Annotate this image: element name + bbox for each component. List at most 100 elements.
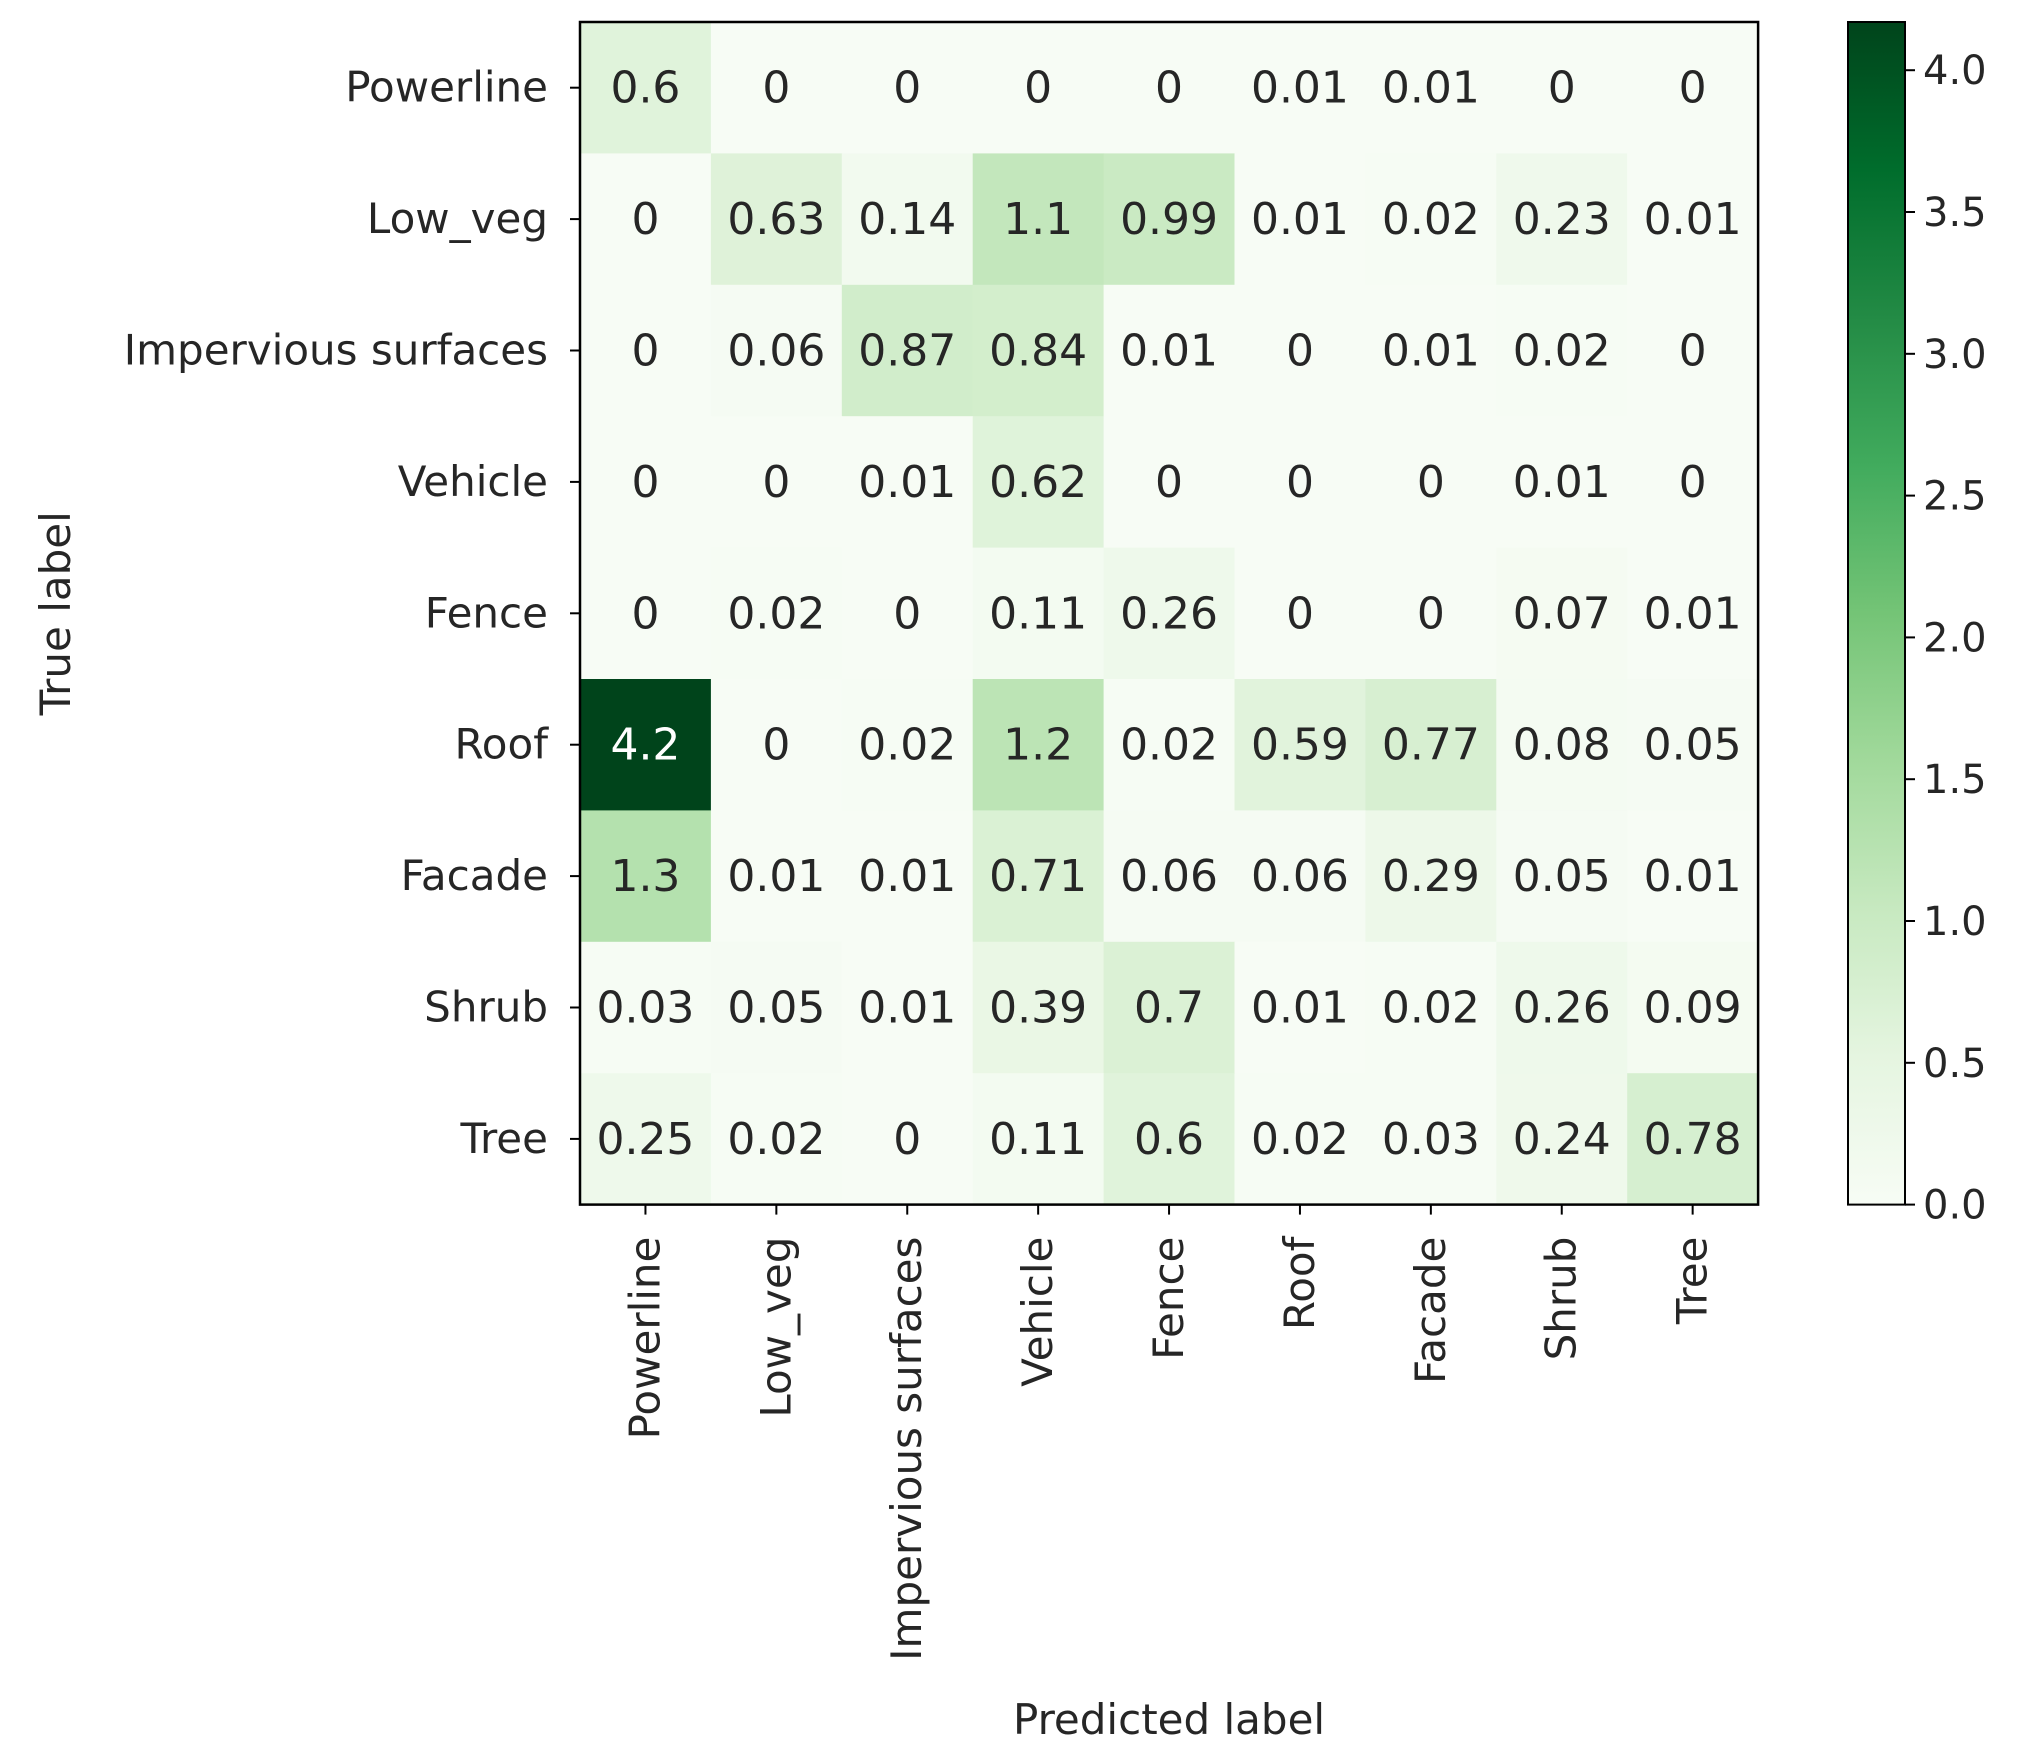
cell-value-label: 1.1 bbox=[1003, 194, 1073, 245]
cell-value-label: 0.05 bbox=[1513, 851, 1611, 902]
cell-value-label: 0.01 bbox=[1382, 63, 1480, 114]
heatmap-cell bbox=[1365, 547, 1497, 680]
cell-value-label: 0.06 bbox=[1120, 851, 1218, 902]
x-tick-label: Roof bbox=[1275, 1235, 1324, 1330]
heatmap-cell bbox=[841, 941, 974, 1074]
colorbar-tick-label: 3.5 bbox=[1923, 190, 1987, 236]
heatmap-cell bbox=[1365, 810, 1497, 943]
cell-value-label: 0.6 bbox=[1134, 1114, 1204, 1165]
y-tick-label: Facade bbox=[401, 851, 548, 900]
colorbar-gradient bbox=[1847, 21, 1906, 1206]
heatmap-cell bbox=[1496, 941, 1628, 1074]
heatmap-cell bbox=[1627, 810, 1759, 943]
cell-value-label: 0 bbox=[631, 194, 659, 245]
colorbar-tick-label: 2.0 bbox=[1923, 615, 1987, 661]
heatmap-cell bbox=[1365, 416, 1497, 549]
cell-value-label: 1.2 bbox=[1003, 720, 1073, 771]
heatmap-cell bbox=[1627, 679, 1759, 811]
colorbar-tick-label: 0.5 bbox=[1923, 1041, 1987, 1087]
cell-value-label: 0 bbox=[631, 326, 659, 377]
heatmap-cell bbox=[1234, 416, 1366, 549]
colorbar-tick-label: 1.5 bbox=[1923, 757, 1987, 803]
heatmap-cell bbox=[1496, 22, 1628, 154]
cell-value-label: 0.02 bbox=[1251, 1114, 1349, 1165]
cell-value-label: 0.01 bbox=[858, 457, 956, 508]
cell-value-label: 0.87 bbox=[858, 326, 956, 377]
heatmap-cell bbox=[1496, 810, 1628, 943]
cell-value-label: 0.03 bbox=[1382, 1114, 1480, 1165]
heatmap-cell bbox=[710, 547, 843, 680]
cell-value-label: 0 bbox=[762, 63, 790, 114]
heatmap-cell bbox=[1496, 547, 1628, 680]
cell-value-label: 0.03 bbox=[596, 983, 694, 1034]
heatmap-cell bbox=[1627, 1073, 1759, 1206]
cell-value-label: 0 bbox=[1548, 63, 1576, 114]
heatmap-cell-labels: 0.6 0 0 0 0 0.01 0.01 0 0 0 0.63 0.14 1.1 0.99 0.01 0.0… bbox=[596, 63, 1741, 1165]
heatmap-cell bbox=[972, 941, 1105, 1074]
heatmap-cell bbox=[1365, 679, 1497, 811]
heatmap-cell bbox=[1496, 153, 1628, 286]
heatmap-cell bbox=[1234, 1073, 1366, 1206]
cell-value-label: 0.01 bbox=[1644, 851, 1742, 902]
heatmap-cell bbox=[1103, 22, 1236, 154]
cell-value-label: 0.26 bbox=[1513, 983, 1611, 1034]
y-tick-label: Low_veg bbox=[367, 194, 548, 243]
cell-value-label: 0 bbox=[893, 63, 921, 114]
cell-value-label: 0 bbox=[1679, 63, 1707, 114]
cell-value-label: 0.01 bbox=[727, 851, 825, 902]
cell-value-label: 0.14 bbox=[858, 194, 956, 245]
heatmap-cell bbox=[1234, 284, 1366, 417]
heatmap-cell bbox=[580, 416, 712, 549]
heatmap-cell bbox=[1234, 810, 1366, 943]
cell-value-label: 0 bbox=[1417, 457, 1445, 508]
cell-value-label: 0.01 bbox=[1513, 457, 1611, 508]
heatmap-cell bbox=[1496, 416, 1628, 549]
heatmap-cell bbox=[972, 679, 1105, 811]
heatmap-cell bbox=[1365, 22, 1497, 154]
heatmap-cell bbox=[1365, 284, 1497, 417]
x-tick-label: Facade bbox=[1406, 1237, 1455, 1384]
cell-value-label: 0 bbox=[631, 588, 659, 639]
cell-value-label: 0 bbox=[1417, 588, 1445, 639]
heatmap-cell bbox=[580, 284, 712, 417]
cell-value-label: 0 bbox=[762, 720, 790, 771]
cell-value-label: 0.01 bbox=[1251, 63, 1349, 114]
heatmap-cell bbox=[1103, 810, 1236, 943]
cell-value-label: 0.26 bbox=[1120, 588, 1218, 639]
heatmap-cell bbox=[1365, 941, 1497, 1074]
cell-value-label: 0.11 bbox=[989, 1114, 1087, 1165]
y-axis-title: True label bbox=[31, 511, 80, 716]
cell-value-label: 0.59 bbox=[1251, 720, 1349, 771]
cell-value-label: 0.02 bbox=[1120, 720, 1218, 771]
cell-value-label: 0.25 bbox=[596, 1114, 694, 1165]
cell-value-label: 0 bbox=[1679, 326, 1707, 377]
heatmap-cells bbox=[580, 22, 1759, 1206]
heatmap-cell bbox=[1627, 284, 1759, 417]
heatmap-cell bbox=[1627, 22, 1759, 154]
y-tick-label: Roof bbox=[455, 720, 550, 769]
heatmap-cell bbox=[710, 679, 843, 811]
heatmap-cell bbox=[710, 1073, 843, 1206]
cell-value-label: 0.99 bbox=[1120, 194, 1218, 245]
x-axis: Powerline Low_veg Impervious surfaces Vehic… bbox=[620, 1204, 1717, 1661]
heatmap-cell bbox=[972, 284, 1105, 417]
heatmap-cell bbox=[1103, 547, 1236, 680]
colorbar: 0.0 0.5 1.0 1.5 2.0 2.5 3.0 3.5 4.0 bbox=[1847, 21, 1987, 1229]
cell-value-label: 0.7 bbox=[1134, 983, 1204, 1034]
heatmap-cell bbox=[1234, 22, 1366, 154]
cell-value-label: 0 bbox=[1286, 326, 1314, 377]
heatmap-cell bbox=[1365, 1073, 1497, 1206]
heatmap-cell bbox=[972, 153, 1105, 286]
heatmap-cell bbox=[580, 810, 712, 943]
heatmap-cell bbox=[972, 810, 1105, 943]
heatmap-cell bbox=[1103, 153, 1236, 286]
cell-value-label: 0 bbox=[893, 1114, 921, 1165]
heatmap-cell bbox=[580, 679, 712, 811]
heatmap-cell bbox=[1234, 941, 1366, 1074]
heatmap-cell bbox=[1627, 416, 1759, 549]
heatmap-cell bbox=[580, 1073, 712, 1206]
heatmap-cell bbox=[710, 153, 843, 286]
heatmap-cell bbox=[1103, 1073, 1236, 1206]
heatmap-cell bbox=[972, 416, 1105, 549]
